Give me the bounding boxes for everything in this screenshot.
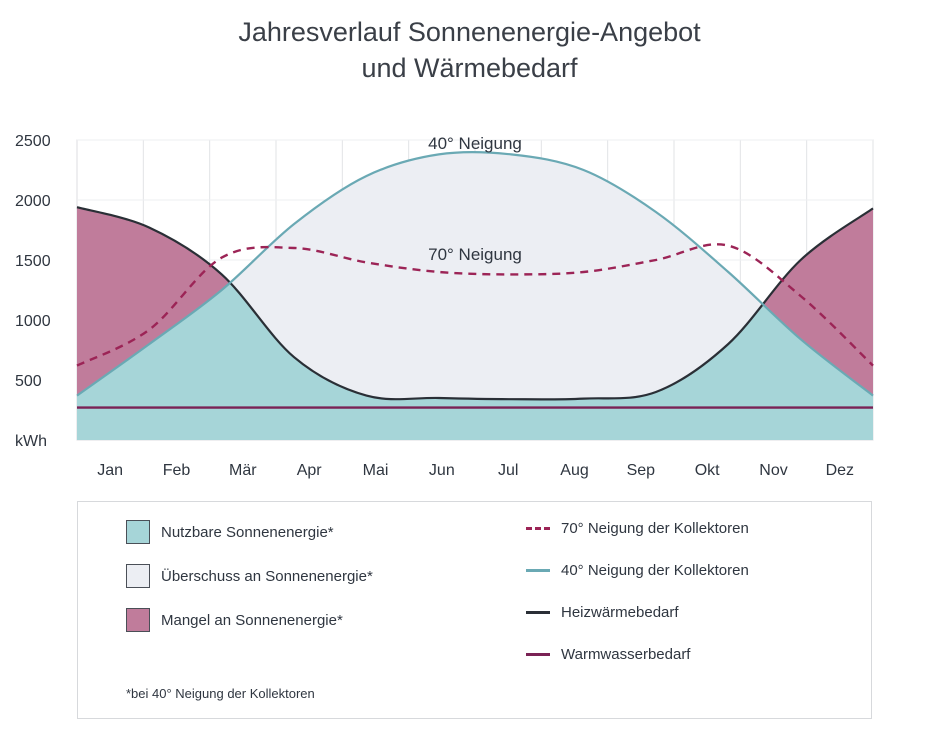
line-40-neigung (76, 150, 874, 397)
x-tick-label: Feb (163, 462, 191, 479)
x-tick-label: Mär (229, 462, 257, 479)
x-tick-label: Mai (363, 462, 389, 479)
annotation-70-neigung: 70° Neigung (428, 245, 522, 264)
x-tick-label: Okt (695, 462, 720, 479)
y-unit-label: kWh (15, 433, 47, 450)
line-heizwaermebedarf (76, 206, 874, 401)
legend-label-70-neigung: 70° Neigung der Kollektoren (561, 520, 749, 537)
legend-label-warmwasserbedarf: Warmwasserbedarf (561, 646, 691, 663)
legend-line-heizwaermebedarf (526, 611, 550, 614)
x-tick-label: Jan (97, 462, 123, 479)
chart-svg: 500 1000 1500 2000 2500 kWh Jan Feb Mär Apr Mai Ju… (15, 133, 874, 479)
chart-title: Jahresverlauf Sonnenenergie-Angebot und … (0, 14, 939, 86)
legend-item-40-neigung: 40° Neigung der Kollektoren (526, 562, 749, 579)
legend-swatch-ueberschuss (126, 564, 150, 588)
x-tick-label: Jun (429, 462, 455, 479)
x-tick-label: Aug (560, 462, 588, 479)
legend-item-nutzbar: Nutzbare Sonnenenergie* (126, 520, 334, 544)
legend-item-ueberschuss: Überschuss an Sonnenenergie* (126, 564, 373, 588)
y-tick-label: 2500 (15, 133, 51, 150)
legend: Nutzbare Sonnenenergie* Überschuss an So… (77, 501, 872, 719)
y-tick-label: 1000 (15, 313, 51, 330)
legend-label-40-neigung: 40° Neigung der Kollektoren (561, 562, 749, 579)
x-axis-ticks: Jan Feb Mär Apr Mai Jun Jul Aug Sep Okt Nov Dez (97, 462, 854, 479)
chart-title-line-1: Jahresverlauf Sonnenenergie-Angebot (238, 17, 701, 47)
legend-swatch-nutzbar (126, 520, 150, 544)
line-70-neigung (76, 243, 874, 367)
x-tick-label: Jul (498, 462, 518, 479)
y-tick-label: 500 (15, 373, 42, 390)
legend-label-nutzbar: Nutzbare Sonnenenergie* (161, 523, 334, 541)
x-tick-label: Nov (759, 462, 787, 479)
legend-item-mangel: Mangel an Sonnenenergie* (126, 608, 343, 632)
chart-title-line-2: und Wärmebedarf (361, 53, 578, 83)
legend-line-40-neigung (526, 569, 550, 572)
x-tick-label: Dez (826, 462, 854, 479)
legend-line-warmwasserbedarf (526, 653, 550, 656)
chart-annotations: 40° Neigung 70° Neigung (428, 134, 522, 264)
y-axis-ticks: 500 1000 1500 2000 2500 kWh (15, 133, 51, 450)
chart-lines (76, 150, 874, 409)
annotation-40-neigung: 40° Neigung (428, 134, 522, 153)
legend-item-warmwasserbedarf: Warmwasserbedarf (526, 646, 690, 663)
legend-label-heizwaermebedarf: Heizwärmebedarf (561, 604, 679, 621)
legend-label-mangel: Mangel an Sonnenenergie* (161, 611, 343, 629)
legend-item-70-neigung: 70° Neigung der Kollektoren (526, 520, 749, 537)
legend-item-heizwaermebedarf: Heizwärmebedarf (526, 604, 679, 621)
x-tick-label: Sep (627, 462, 656, 479)
chart-areas (77, 152, 873, 440)
legend-footnote: *bei 40° Neigung der Kollektoren (126, 686, 315, 701)
y-tick-label: 2000 (15, 193, 51, 210)
x-tick-label: Apr (297, 462, 323, 479)
legend-line-70-neigung (526, 527, 550, 530)
legend-label-ueberschuss: Überschuss an Sonnenenergie* (161, 567, 373, 585)
y-tick-label: 1500 (15, 253, 51, 270)
legend-swatch-mangel (126, 608, 150, 632)
